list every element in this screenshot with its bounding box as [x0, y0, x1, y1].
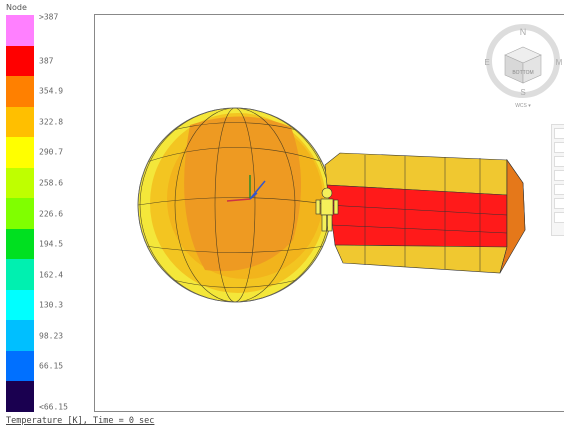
legend-title: Node [6, 3, 27, 12]
color-legend [6, 15, 34, 413]
legend-swatch [6, 45, 34, 77]
wcs-dropdown: WCS ▾ [515, 103, 531, 109]
legend-label: <66.15 [39, 402, 68, 412]
legend-swatch [6, 259, 34, 291]
legend-label: 226.6 [39, 209, 64, 218]
legend-swatch [6, 228, 34, 260]
legend-swatch [6, 320, 34, 352]
sphere-model[interactable] [137, 107, 333, 303]
hex-prism-model[interactable] [324, 152, 526, 274]
compass-west: E [484, 58, 489, 67]
view-cube-face-label: BOTTOM [512, 70, 533, 76]
compass-east: M [556, 58, 563, 67]
legend-swatch [6, 76, 34, 108]
legend-swatch [6, 350, 34, 382]
3d-viewport[interactable]: BOTTOM N S E M WCS ▾ [94, 14, 564, 412]
legend-label: 354.9 [39, 86, 64, 96]
legend-swatch [6, 289, 34, 321]
view-tool-button[interactable] [554, 170, 564, 181]
view-cube-icon[interactable]: BOTTOM N S E M WCS ▾ [484, 24, 563, 109]
legend-label: 162.4 [39, 270, 64, 280]
view-tool-button[interactable] [554, 184, 564, 195]
view-tool-button[interactable] [554, 198, 564, 209]
axis-triad-icon [226, 175, 266, 202]
legend-label: 66.15 [39, 361, 64, 371]
legend-label: 290.7 [39, 147, 64, 157]
legend-label: 387 [39, 56, 54, 66]
legend-swatch [6, 106, 34, 138]
result-caption: Temperature [K], Time = 0 sec [6, 416, 155, 426]
legend-swatch [6, 137, 34, 169]
legend-label: 258.6 [39, 178, 64, 188]
view-toolbar-panel[interactable] [551, 124, 564, 236]
legend-label: 322.8 [39, 117, 64, 127]
legend-swatch [6, 198, 34, 230]
legend-label: 98.23 [39, 331, 64, 341]
view-tool-button[interactable] [554, 142, 564, 153]
human-scale-icon [315, 187, 339, 232]
legend-swatch [6, 15, 34, 47]
legend-label: >387 [39, 12, 59, 22]
legend-label: 130.3 [39, 300, 64, 310]
compass-south: S [520, 88, 525, 97]
legend-swatch [6, 167, 34, 199]
legend-label: 194.5 [39, 239, 64, 249]
model-view[interactable]: BOTTOM N S E M WCS ▾ [95, 15, 564, 411]
view-tool-button[interactable] [554, 212, 564, 223]
view-tool-button[interactable] [554, 128, 564, 139]
view-tool-button[interactable] [554, 156, 564, 167]
legend-swatch [6, 381, 34, 413]
compass-north: N [520, 27, 527, 37]
